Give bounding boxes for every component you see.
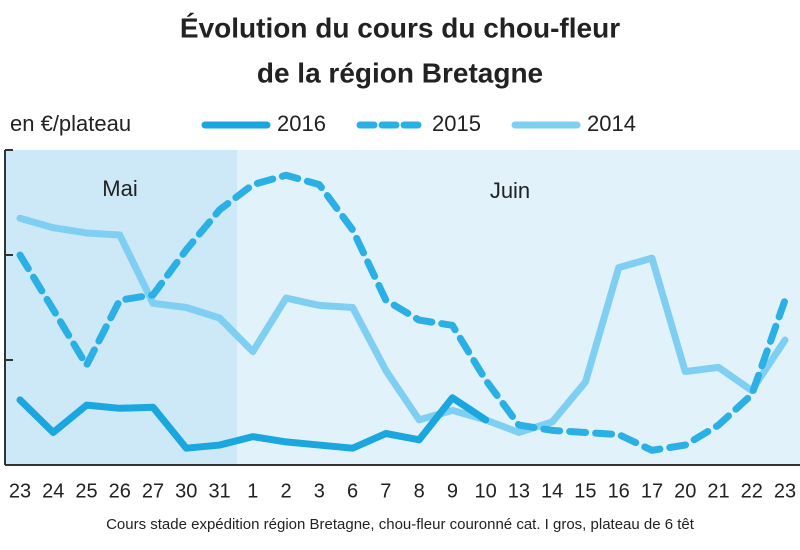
legend-label: 2016 bbox=[277, 111, 326, 136]
x-tick-label: 22 bbox=[741, 480, 763, 502]
x-tick-label: 30 bbox=[175, 480, 197, 502]
x-tick-label: 26 bbox=[109, 480, 131, 502]
x-tick-label: 15 bbox=[574, 480, 596, 502]
x-tick-label: 3 bbox=[314, 480, 325, 502]
month-band bbox=[5, 150, 237, 465]
x-tick-label: 23 bbox=[9, 480, 31, 502]
x-tick-label: 14 bbox=[541, 480, 563, 502]
x-tick-label: 2 bbox=[281, 480, 292, 502]
annotation: Mai bbox=[102, 176, 137, 201]
x-tick-label: 31 bbox=[208, 480, 230, 502]
series-line bbox=[16, 171, 789, 454]
x-tick-label: 17 bbox=[641, 480, 663, 502]
x-tick-label: 10 bbox=[475, 480, 497, 502]
legend-label: 2014 bbox=[587, 111, 636, 136]
series-line bbox=[16, 214, 789, 436]
x-tick-label: 9 bbox=[447, 480, 458, 502]
series-line bbox=[16, 394, 490, 452]
x-tick-label: 25 bbox=[75, 480, 97, 502]
x-tick-label: 23 bbox=[774, 480, 796, 502]
x-tick-label: 21 bbox=[707, 480, 729, 502]
chart-title: Évolution du cours du chou-fleur bbox=[180, 12, 620, 43]
x-tick-label: 27 bbox=[142, 480, 164, 502]
source-note: Cours stade expédition région Bretagne, … bbox=[106, 516, 695, 533]
x-tick-label: 24 bbox=[42, 480, 64, 502]
x-tick-label: 7 bbox=[380, 480, 391, 502]
legend-label: 2015 bbox=[432, 111, 481, 136]
x-tick-label: 13 bbox=[508, 480, 530, 502]
x-tick-label: 16 bbox=[608, 480, 630, 502]
annotation: Juin bbox=[490, 178, 530, 203]
x-tick-label: 20 bbox=[674, 480, 696, 502]
x-tick-label: 6 bbox=[347, 480, 358, 502]
y-axis-label: en €/plateau bbox=[10, 111, 131, 136]
x-tick-label: 1 bbox=[247, 480, 258, 502]
x-tick-label: 8 bbox=[414, 480, 425, 502]
chart-title: de la région Bretagne bbox=[257, 57, 543, 88]
